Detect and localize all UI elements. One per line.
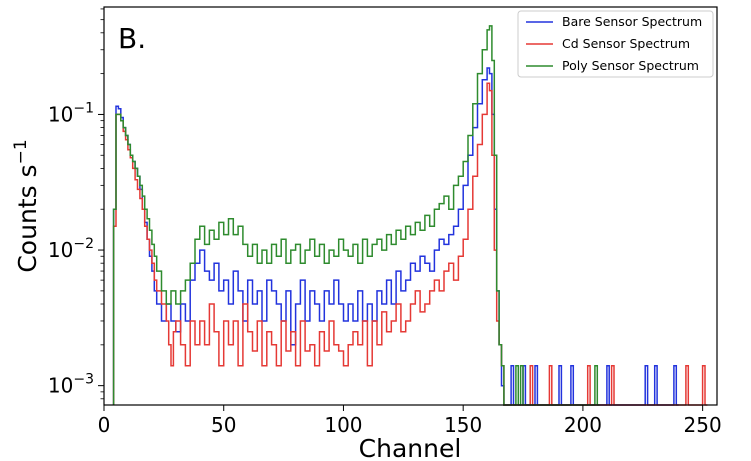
y-tick-label: 10−2 (48, 236, 94, 262)
legend-label-cd: Cd Sensor Spectrum (562, 36, 690, 51)
y-tick-label: 10−3 (48, 372, 94, 398)
y-axis-ticks: 10−3 10−2 10−1 (48, 8, 104, 400)
x-tick-label: 100 (324, 413, 362, 437)
plot-frame (103, 6, 718, 406)
x-tick-label: 150 (444, 413, 482, 437)
legend: Bare Sensor Spectrum Cd Sensor Spectrum … (517, 10, 714, 78)
legend-box (517, 10, 714, 78)
x-axis-title: Channel (359, 434, 462, 461)
series-line-cd (112, 82, 708, 406)
x-tick-label: 0 (98, 413, 111, 437)
series-line-poly (112, 25, 600, 406)
series-layer (112, 25, 708, 406)
panel-label: B. (118, 22, 146, 55)
y-axis-title-exponent: −1 (11, 139, 31, 164)
y-axis-title: Counts s−1 (11, 139, 42, 272)
legend-label-bare: Bare Sensor Spectrum (562, 14, 702, 29)
x-tick-label: 200 (564, 413, 602, 437)
y-axis-title-text: Counts s (13, 164, 42, 272)
y-tick-label: 10−1 (48, 100, 94, 126)
x-tick-label: 50 (211, 413, 236, 437)
x-axis-ticks: 0 50 100 150 200 250 (98, 405, 722, 437)
legend-label-poly: Poly Sensor Spectrum (562, 58, 699, 73)
x-tick-label: 250 (684, 413, 722, 437)
